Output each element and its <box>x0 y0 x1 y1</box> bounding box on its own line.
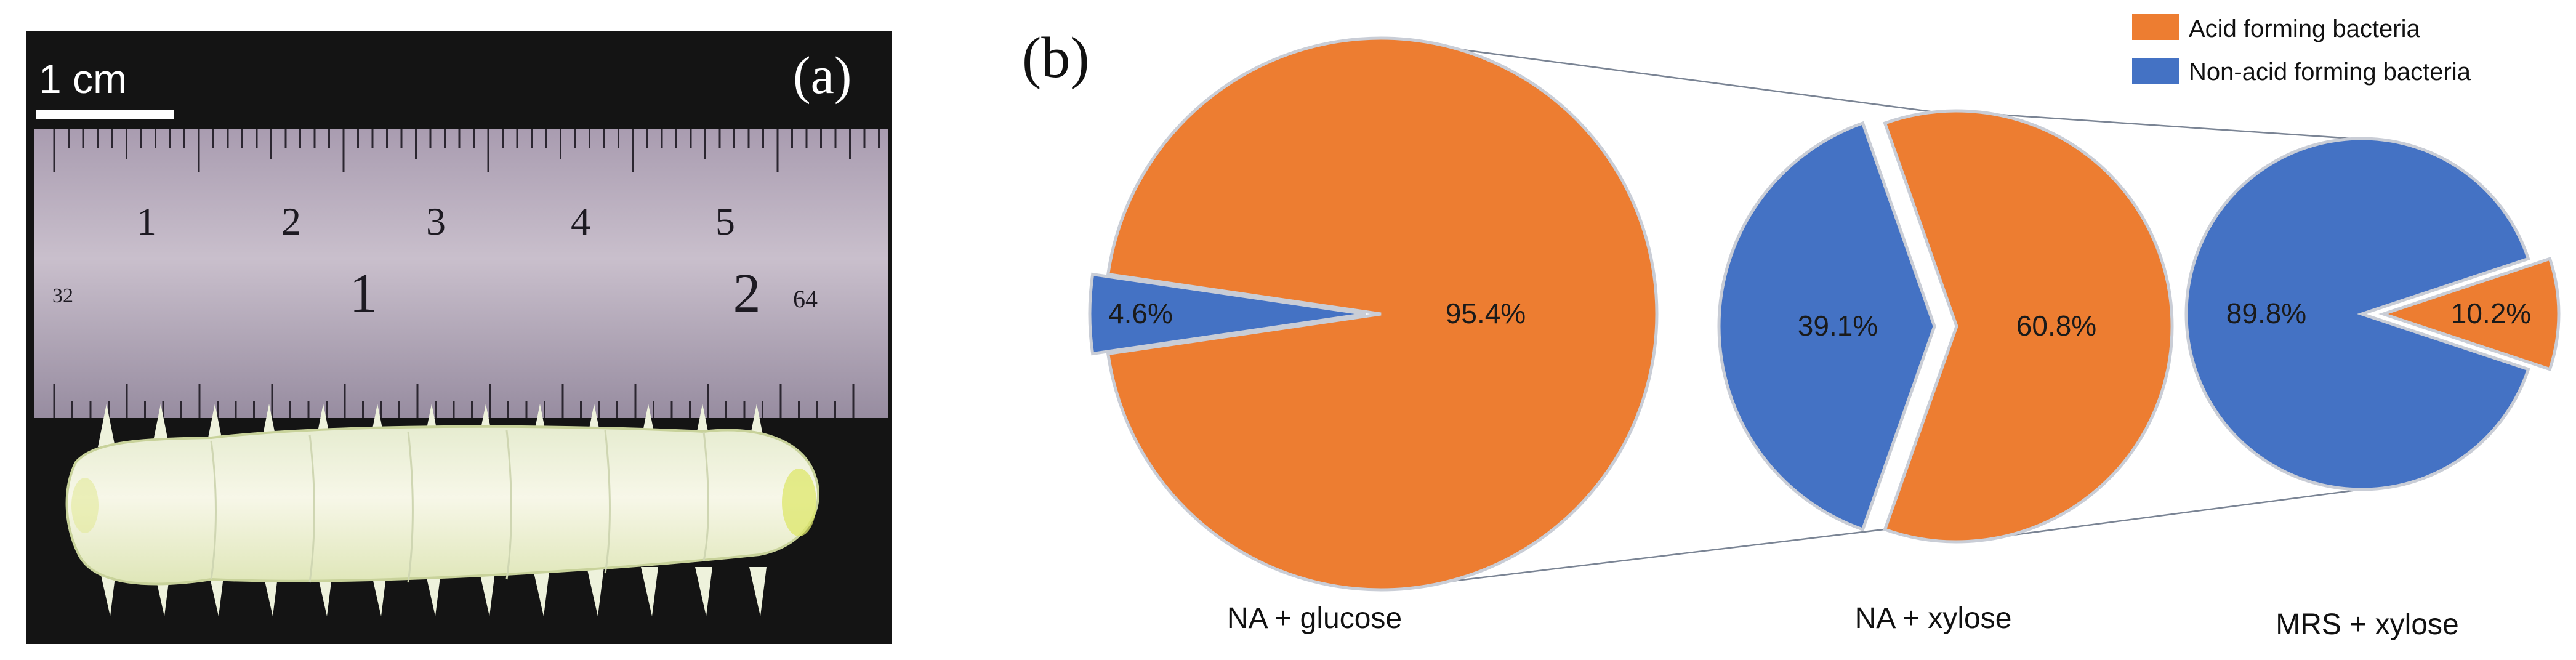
larva-spike <box>478 567 496 616</box>
ruler-number: 1 <box>350 263 377 324</box>
ruler-ticks <box>53 129 880 418</box>
slice-label: 10.2% <box>2451 297 2531 329</box>
slice-label: 60.8% <box>2016 310 2096 342</box>
pie-chart: 95.4% 4.6% 60.8% 39.1% 10.2% 89.8% NA + gluco… <box>1022 14 2561 641</box>
category-labels: NA + glucose NA + xylose MRS + xylose <box>1227 602 2459 641</box>
slice-label: 4.6% <box>1108 297 1173 329</box>
category-label: MRS + xylose <box>2276 608 2458 641</box>
legend-label-acid: Acid forming bacteria <box>2189 15 2420 42</box>
pie-chart-panel: 95.4% 4.6% 60.8% 39.1% 10.2% 89.8% NA + gluco… <box>985 0 2576 660</box>
ruler-number: 5 <box>715 199 735 243</box>
legend-swatch-acid <box>2132 14 2179 40</box>
slice-label: 39.1% <box>1798 310 1878 342</box>
photo-panel: 1 2 3 4 5 32 1 2 64 1 cm (a) <box>26 31 892 644</box>
larva-spike <box>587 567 604 616</box>
panel-a-label: (a) <box>793 46 851 105</box>
connector-line <box>1379 528 1885 591</box>
larva-spike <box>749 567 767 616</box>
ruler-number: 4 <box>571 199 590 243</box>
ruler-number: 3 <box>426 199 446 243</box>
larva-photo: 1 2 3 4 5 32 1 2 64 1 cm (a) <box>26 31 892 644</box>
category-label: NA + glucose <box>1227 602 1402 635</box>
ruler-number: 2 <box>281 199 301 243</box>
connector-line <box>1970 488 2362 542</box>
larva-spike <box>695 567 712 616</box>
ruler-number: 64 <box>793 285 818 313</box>
slice-non-acid-na-xylose <box>1717 121 1936 532</box>
larva-spike <box>641 567 658 616</box>
connector-lines <box>1379 38 2362 591</box>
slice-label: 89.8% <box>2226 297 2306 329</box>
connector-line <box>1970 111 2362 140</box>
scale-bar <box>36 110 174 119</box>
legend-label-non-acid: Non-acid forming bacteria <box>2189 58 2471 86</box>
legend: Acid forming bacteria Non-acid forming b… <box>2132 14 2471 86</box>
larva-spike <box>424 567 441 616</box>
pies <box>1088 36 2561 592</box>
slice-labels: 95.4% 4.6% 60.8% 39.1% 10.2% 89.8% <box>1108 297 2531 342</box>
ruler: 1 2 3 4 5 32 1 2 64 <box>34 129 888 418</box>
slice-label: 95.4% <box>1446 297 1526 329</box>
larva-spike <box>533 567 550 616</box>
ruler-number: 32 <box>52 284 73 307</box>
larva-spike <box>152 404 169 447</box>
connector-line <box>1379 38 1949 115</box>
ruler-number: 1 <box>137 199 156 243</box>
slice-acid-mrs-xylose <box>2378 257 2561 371</box>
slice-non-acid-na-glucose <box>1088 272 1366 356</box>
legend-swatch-non-acid <box>2132 58 2179 84</box>
ruler-number: 2 <box>733 263 761 324</box>
larva-spike <box>98 404 115 447</box>
slice-non-acid-mrs-xylose <box>2184 137 2530 491</box>
slice-acid-na-xylose <box>1883 109 2174 544</box>
scale-bar-label: 1 cm <box>39 56 127 102</box>
category-label: NA + xylose <box>1855 602 2012 635</box>
slice-acid-na-glucose <box>1106 36 1659 592</box>
larva <box>65 404 819 616</box>
panel-b-label: (b) <box>1022 26 1090 90</box>
